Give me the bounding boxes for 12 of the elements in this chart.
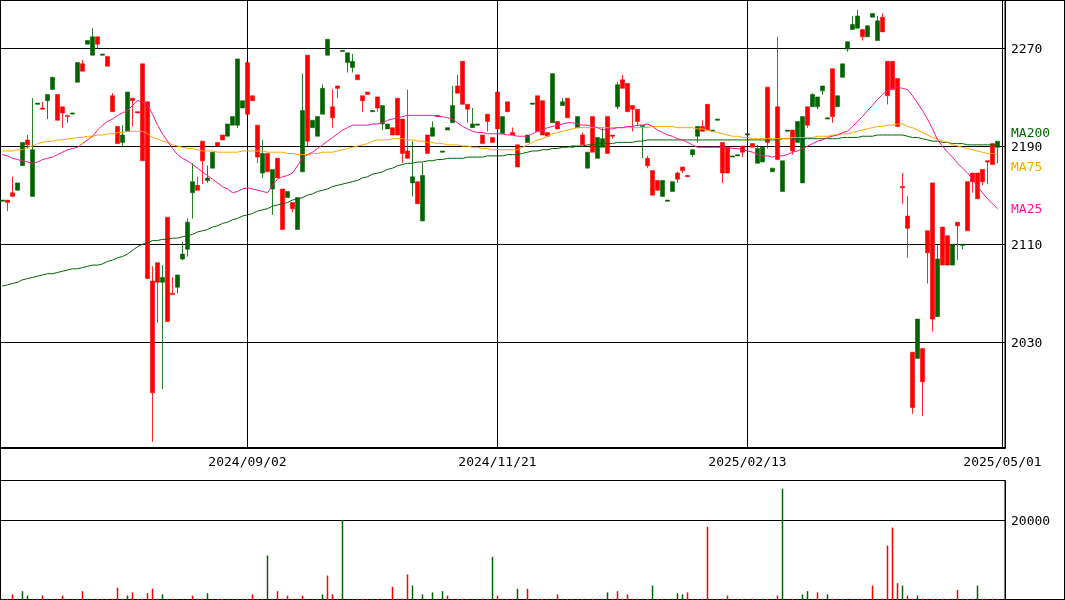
y-tick-label: 2270	[1011, 40, 1043, 56]
x-tick-label: 2024/09/02	[208, 454, 287, 470]
series-label: MA75	[1011, 159, 1043, 175]
x-tick-label: 2024/11/21	[458, 454, 537, 470]
y-tick-label: 2110	[1011, 236, 1043, 252]
series-label: MA200	[1011, 125, 1051, 141]
x-tick-label: 2025/02/13	[708, 454, 787, 470]
series-label: MA25	[1011, 201, 1043, 217]
y-tick-label: 2190	[1011, 138, 1043, 154]
y-tick-label: 20000	[1011, 512, 1051, 528]
y-tick-label: 2030	[1011, 335, 1043, 351]
x-tick-label: 2025/05/01	[963, 454, 1042, 470]
